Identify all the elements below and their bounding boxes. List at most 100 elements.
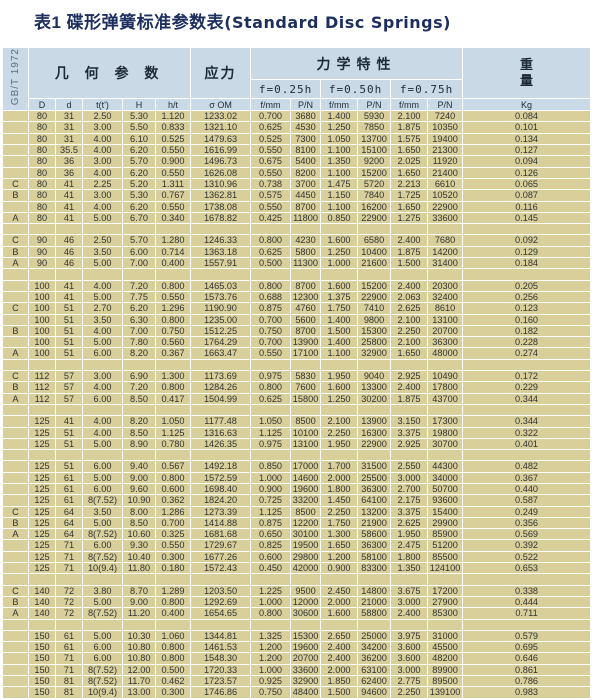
- table-cell: 17300: [427, 415, 464, 428]
- table-cell: 1.650: [390, 347, 429, 360]
- table-cell: 4.00: [82, 200, 123, 213]
- table-cell: 0.800: [250, 607, 292, 620]
- table-cell: 7.00: [122, 257, 156, 270]
- empty-cell: [2, 268, 29, 281]
- table-cell: 63100: [357, 663, 392, 677]
- table-cell: 36300: [357, 539, 392, 552]
- table-cell: 12300: [290, 290, 322, 304]
- table-cell: 7680: [427, 234, 464, 247]
- table-cell: 10490: [427, 370, 464, 383]
- column-header: f/mm: [320, 98, 359, 112]
- mechanics-header: 力学特性: [250, 46, 464, 81]
- empty-cell: [290, 223, 322, 236]
- table-cell: 0.228: [462, 336, 592, 349]
- table-cell: 5.70: [122, 155, 156, 168]
- table-cell: 21900: [357, 516, 392, 530]
- empty-cell: [320, 358, 359, 372]
- table-cell: 124100: [427, 562, 464, 575]
- table-cell: 9800: [357, 313, 392, 326]
- table-cell: 1824.20: [190, 494, 252, 507]
- table-cell: 12200: [290, 516, 322, 530]
- table-cell: 1.725: [390, 189, 429, 202]
- table-cell: 1.000: [250, 663, 292, 677]
- table-cell: 0.400: [154, 257, 192, 270]
- table-cell: 0.550: [154, 144, 192, 157]
- table-cell: 1504.99: [190, 392, 252, 405]
- table-cell: 0.550: [154, 200, 192, 213]
- table-cell: 1616.99: [190, 144, 252, 157]
- f025-header: f=0.25h: [250, 79, 322, 100]
- empty-cell: [154, 618, 192, 631]
- table-cell: 58100: [357, 550, 392, 564]
- table-cell: 0.750: [154, 324, 192, 338]
- table-cell: 1.125: [250, 505, 292, 518]
- table-cell: 1698.40: [190, 482, 252, 496]
- table-cell: 1321.10: [190, 121, 252, 134]
- empty-cell: [390, 358, 429, 372]
- table-cell: 8700: [290, 279, 322, 292]
- table-cell: 150: [28, 652, 56, 665]
- table-cell: 12000: [290, 595, 322, 609]
- table-cell: 10520: [427, 189, 464, 202]
- table-cell: 125: [28, 460, 56, 473]
- table-cell: 3.00: [82, 155, 123, 168]
- table-cell: 112: [28, 381, 56, 394]
- table-cell: 41: [55, 177, 83, 191]
- table-cell: 5.00: [82, 471, 123, 484]
- series-cell: C: [2, 234, 29, 247]
- table-cell: 3.000: [390, 595, 429, 609]
- table-cell: 1.875: [390, 121, 429, 134]
- table-cell: 13900: [357, 415, 392, 428]
- table-cell: 2.400: [390, 279, 429, 292]
- table-cell: 3.00: [82, 121, 123, 134]
- table-cell: 150: [28, 641, 56, 654]
- table-row: A 125 64 8(7.52) 10.60 0.325 1681.68 0.650 30100…: [2, 528, 592, 541]
- series-cell: B: [2, 595, 29, 609]
- title-cn: 表1 碟形弹簧标准参数表: [34, 13, 225, 32]
- table-cell: 2.50: [82, 110, 123, 123]
- table-cell: 15300: [357, 324, 392, 338]
- table-cell: 1363.18: [190, 245, 252, 259]
- table-cell: 22900: [427, 200, 464, 213]
- table-cell: 11800: [290, 211, 322, 225]
- table-cell: 8(7.52): [82, 550, 123, 564]
- table-cell: 9500: [290, 584, 322, 597]
- empty-cell: [2, 223, 29, 236]
- table-row: B 112 57 4.00 7.20 0.800 1284.26 0.800 7600 1.600…: [2, 381, 592, 394]
- table-cell: 41: [55, 211, 83, 225]
- table-cell: 100: [28, 279, 56, 292]
- table-cell: 57: [55, 370, 83, 383]
- table-cell: 33600: [290, 663, 322, 677]
- table-cell: 20300: [427, 279, 464, 292]
- table-cell: 80: [28, 110, 56, 123]
- series-cell: A: [2, 392, 29, 405]
- table-cell: 2.50: [82, 234, 123, 247]
- table-cell: 30200: [357, 392, 392, 405]
- table-row: 125 51 6.00 9.40 0.567 1492.18 0.850 17000 1.700…: [2, 460, 592, 473]
- table-cell: 2.775: [390, 675, 429, 688]
- table-cell: 16200: [357, 200, 392, 213]
- table-row: C 100 51 2.70 6.20 1.296 1190.90 0.875 4760 1.750…: [2, 302, 592, 315]
- table-cell: 2.250: [320, 505, 359, 518]
- table-cell: 0.833: [154, 121, 192, 134]
- empty-cell: [320, 573, 359, 586]
- table-cell: 0.550: [154, 539, 192, 552]
- table-cell: 8.90: [122, 437, 156, 451]
- table-cell: 11920: [427, 155, 464, 168]
- table-cell: 1.600: [320, 234, 359, 247]
- series-cell: [2, 562, 29, 575]
- series-cell: A: [2, 211, 29, 225]
- table-cell: 4.00: [82, 166, 123, 179]
- table-cell: 4.00: [82, 426, 123, 439]
- series-cell: [2, 166, 29, 179]
- table-cell: 1.000: [250, 471, 292, 484]
- table-cell: 0.700: [250, 313, 292, 326]
- empty-cell: [55, 573, 83, 586]
- table-cell: 0.180: [154, 562, 192, 575]
- separator-row: [2, 618, 592, 631]
- table-cell: 0.123: [462, 302, 592, 315]
- table-cell: 30100: [290, 528, 322, 541]
- table-cell: 0.800: [154, 595, 192, 609]
- table-cell: 150: [28, 686, 56, 699]
- table-cell: 1.250: [320, 392, 359, 405]
